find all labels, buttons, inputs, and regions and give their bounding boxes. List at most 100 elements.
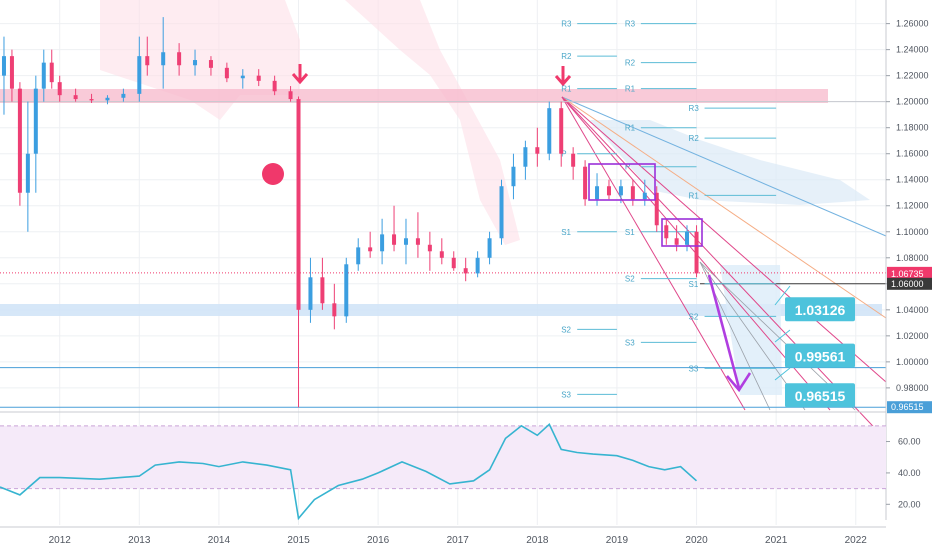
pivot-label: S2 (689, 312, 699, 321)
time-tick-label: 2021 (765, 535, 788, 546)
cloud-zone-2016 (345, 0, 520, 245)
candle-body (630, 186, 635, 200)
candle-body (121, 93, 126, 98)
marker-dot (262, 163, 284, 185)
candle-body (161, 52, 166, 66)
candle-body (392, 234, 397, 245)
candle-body (41, 62, 46, 89)
price-badge (887, 277, 932, 290)
target-connector (774, 285, 791, 306)
consolidation-box (588, 163, 656, 201)
candle-body (224, 67, 229, 79)
pivot-label: R1 (625, 124, 636, 133)
candle-body (137, 56, 142, 94)
pivot-label: S2 (625, 275, 635, 284)
candle-body (571, 153, 576, 167)
candle-body (73, 95, 78, 100)
time-tick-label: 2013 (128, 535, 151, 546)
candle-body (403, 238, 408, 245)
candle-body (145, 56, 150, 66)
target-badge (785, 383, 855, 408)
candle-body (208, 60, 213, 68)
target-connector (774, 329, 791, 343)
candle-body (193, 60, 198, 66)
pivot-label: R2 (689, 134, 700, 143)
candle-body (427, 244, 432, 252)
pivot-label: P (625, 163, 630, 172)
pivot-label: S1 (561, 228, 571, 237)
pivot-label: S1 (625, 228, 635, 237)
rsi-band-fill (0, 425, 886, 489)
time-tick-label: 2017 (447, 535, 470, 546)
candle-body (606, 186, 611, 196)
candle-body (296, 99, 301, 310)
candle-body (57, 82, 62, 96)
target-badge-label: 0.99561 (795, 349, 846, 365)
candle-body (694, 231, 699, 274)
candle-body (654, 192, 659, 226)
candle-body (523, 147, 528, 167)
candle-body (33, 88, 38, 154)
down-arrow-icon (291, 64, 309, 85)
candle-body (511, 166, 516, 187)
price-tick-label: 1.12000 (896, 201, 929, 211)
fan-line (561, 96, 746, 411)
time-tick-label: 2012 (49, 535, 72, 546)
down-arrow-icon (554, 66, 572, 87)
candle-body (9, 56, 14, 89)
candle-body (674, 238, 679, 245)
price-tick-label: 1.16000 (896, 149, 929, 159)
target-badge (785, 343, 855, 368)
horizontal-levels (0, 101, 886, 408)
fan-line (561, 96, 887, 319)
fan-line (561, 96, 887, 237)
candle-body (451, 257, 456, 269)
candle-body (463, 268, 468, 274)
candle-body (499, 186, 504, 239)
resistance-zone (0, 89, 828, 103)
time-tick-label: 2015 (287, 535, 310, 546)
pivot-label: S3 (689, 364, 699, 373)
rsi-panel: 60.00 40.00 20.00 (0, 411, 921, 521)
candles (1, 17, 699, 408)
price-tick-label: 1.20000 (896, 97, 929, 107)
candle-body (332, 303, 337, 317)
candle-body (89, 99, 94, 101)
candle-body (308, 277, 313, 310)
price-badge (887, 401, 932, 414)
candle-body (595, 186, 600, 200)
consolidation-box (661, 218, 703, 247)
target-projection-zone (720, 265, 782, 395)
pivot-label: R2 (561, 52, 572, 61)
target-badge (785, 297, 855, 322)
target-badge-label: 1.03126 (795, 302, 846, 318)
rsi-line (0, 422, 698, 521)
candle-body (356, 247, 361, 265)
price-tick-label: 1.14000 (896, 175, 929, 185)
price-tick-label: 1.18000 (896, 123, 929, 133)
rsi-tick-label: 60.00 (898, 437, 921, 447)
time-tick-label: 2022 (845, 535, 868, 546)
target-badge-label: 0.96515 (795, 388, 846, 404)
price-tick-label: 1.22000 (896, 71, 929, 81)
rsi-tick-label: 20.00 (898, 499, 921, 509)
candle-body (559, 108, 564, 154)
price-tick-label: 1.04000 (896, 305, 929, 315)
target-connector (774, 367, 791, 381)
pivot-label: S2 (561, 325, 571, 334)
candle-body (684, 231, 689, 245)
candle-body (17, 88, 22, 193)
candle-body (49, 62, 54, 83)
price-tick-label: 1.10000 (896, 227, 929, 237)
time-tick-label: 2019 (606, 535, 629, 546)
price-tick-label: 1.08000 (896, 253, 929, 263)
annotations (262, 64, 791, 393)
pivot-label: R1 (625, 85, 636, 94)
pivot-label: R3 (689, 104, 700, 113)
time-axis: 2012 2013 2014 2015 2016 2017 2018 2019 2020 2021… (0, 526, 886, 546)
candle-body (256, 75, 261, 81)
candle-body (664, 225, 669, 239)
candle-body (288, 91, 293, 100)
price-badge-label: 1.06000 (891, 279, 924, 289)
